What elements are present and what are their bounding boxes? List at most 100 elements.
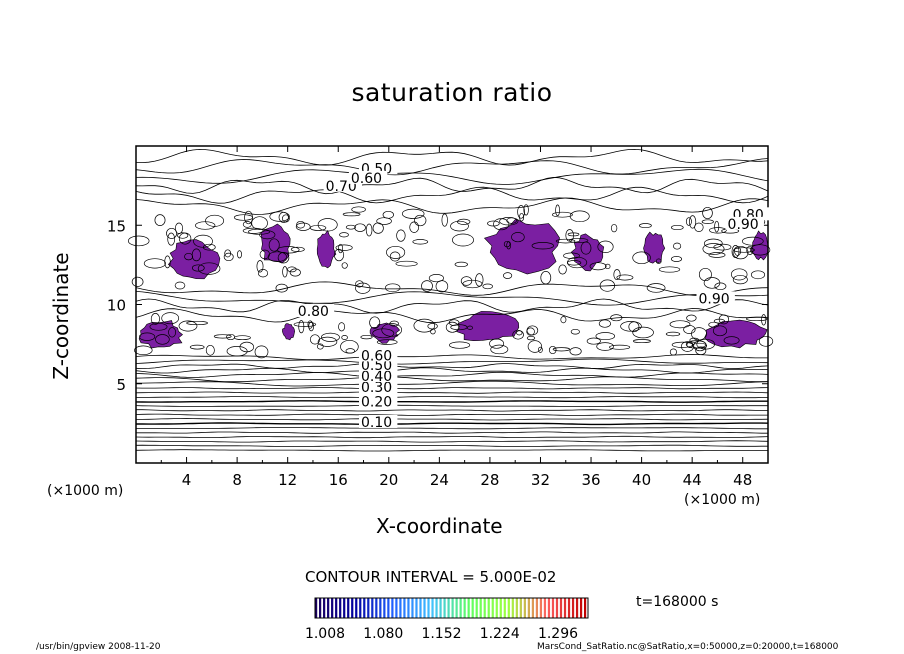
contour-line xyxy=(551,211,573,218)
contour-line xyxy=(448,319,460,326)
colorbar-stripe xyxy=(367,598,370,618)
contour-line xyxy=(555,204,560,217)
contour-line xyxy=(511,232,525,243)
contour-line xyxy=(154,214,166,226)
colorbar-stripe xyxy=(543,598,547,618)
contour-line xyxy=(685,217,692,226)
contour-line xyxy=(671,341,693,348)
contour-label-bg xyxy=(295,304,335,318)
contour-line xyxy=(135,371,769,378)
contour-label-bg xyxy=(696,291,735,305)
contour-line xyxy=(750,270,766,280)
colorbar-stripe xyxy=(371,598,374,618)
contour-line xyxy=(135,367,769,374)
x-tick-label: 12 xyxy=(278,471,297,489)
contour-line xyxy=(136,427,768,430)
contour-line xyxy=(686,314,697,322)
contour-line xyxy=(239,341,255,353)
contour-line xyxy=(526,335,536,341)
colorbar-stripe xyxy=(539,598,543,618)
contour-line xyxy=(613,269,621,281)
colorbar-stripe xyxy=(451,598,454,618)
colorbar-stripe xyxy=(375,598,378,618)
contour-line xyxy=(150,313,160,325)
contour-line xyxy=(289,268,301,277)
contour-line xyxy=(335,244,353,251)
colorbar-stripe xyxy=(519,598,522,618)
contour-line xyxy=(275,283,288,293)
contour-line xyxy=(233,335,251,341)
contour-line xyxy=(670,256,683,262)
x-unit-left: (×1000 m) xyxy=(47,483,124,499)
shaded-region xyxy=(456,311,520,342)
contour-line xyxy=(290,246,305,252)
contour-line xyxy=(421,280,433,292)
contour-line xyxy=(761,314,767,326)
contour-line xyxy=(580,241,592,255)
contour-line xyxy=(655,258,662,264)
shaded-region xyxy=(570,233,605,272)
contour-line xyxy=(746,245,754,255)
contour-line xyxy=(248,228,271,235)
contour-line xyxy=(610,314,623,322)
contour-line xyxy=(490,344,509,355)
contour-line xyxy=(457,218,471,225)
colorbar-stripe xyxy=(415,598,418,618)
contour-line xyxy=(460,276,473,286)
colorbar-stripe xyxy=(387,598,390,618)
contour-line xyxy=(193,234,213,248)
colorbar-stripe xyxy=(559,598,563,618)
x-tick-label: 4 xyxy=(182,471,192,489)
colorbar-stripe xyxy=(339,598,342,618)
contour-line xyxy=(445,321,459,333)
contour-line xyxy=(143,258,166,269)
contour-line xyxy=(191,248,202,262)
shaded-region xyxy=(316,229,337,269)
contour-line xyxy=(689,215,697,229)
contour-line xyxy=(135,362,769,370)
contour-line xyxy=(135,186,769,204)
x-tick-label: 20 xyxy=(379,471,398,489)
colorbar-stripe xyxy=(575,598,579,618)
colorbar-frame xyxy=(314,597,589,619)
contour-line xyxy=(639,223,652,229)
x-tick-label: 8 xyxy=(232,471,242,489)
contour-line xyxy=(695,346,707,356)
contour-line xyxy=(282,214,290,223)
contour-line xyxy=(552,347,571,352)
contour-line xyxy=(548,345,557,355)
contour-line xyxy=(569,237,589,244)
contour-line xyxy=(307,320,313,329)
contour-line xyxy=(427,323,438,330)
contour-line xyxy=(296,220,306,229)
colorbar-tick-label: 1.008 xyxy=(305,626,345,642)
colorbar-stripe xyxy=(363,598,366,618)
contour-line xyxy=(205,344,215,356)
contour-line xyxy=(177,232,189,239)
contour-line xyxy=(341,335,348,340)
contour-line xyxy=(135,308,769,324)
contour-line xyxy=(401,208,425,219)
contour-line xyxy=(135,444,768,447)
contour-line xyxy=(730,268,748,281)
contour-line xyxy=(598,319,611,328)
contour-line xyxy=(670,224,684,231)
shaded-region xyxy=(750,230,769,261)
contour-line xyxy=(251,216,268,230)
colorbar-stripe xyxy=(563,598,567,618)
contour-line xyxy=(244,210,253,225)
contour-line xyxy=(233,214,254,221)
contour-line xyxy=(136,431,768,434)
colorbar-stripe xyxy=(407,598,410,618)
contour-line xyxy=(338,322,346,332)
contour-line xyxy=(317,336,338,347)
contour-line xyxy=(409,221,420,233)
contour-line xyxy=(632,326,654,339)
contour-line xyxy=(475,273,484,287)
contour-line xyxy=(741,236,764,246)
contour-line xyxy=(558,264,567,275)
contour-line xyxy=(758,335,774,347)
contour-line xyxy=(412,239,429,245)
